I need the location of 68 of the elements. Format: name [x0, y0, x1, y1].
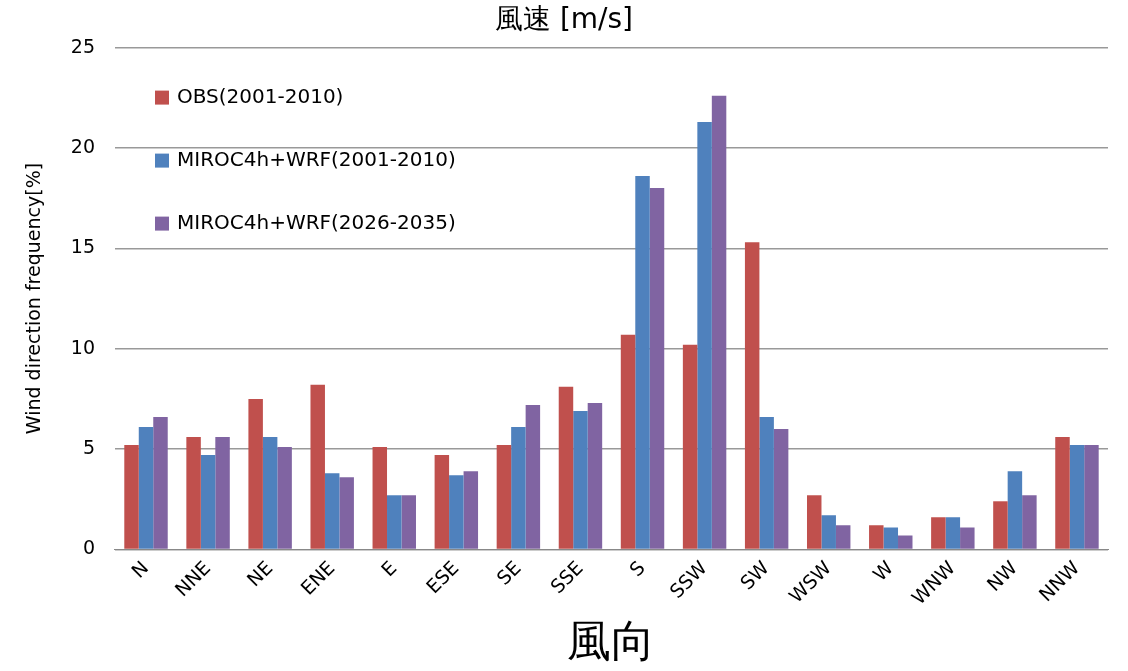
- y-axis-title: Wind direction frequency[%]: [22, 162, 45, 435]
- bar: [511, 427, 526, 549]
- chart-title: 風速 [m/s]: [494, 2, 634, 36]
- x-tick-label: S: [624, 556, 649, 581]
- bar: [1007, 471, 1023, 549]
- bar: [573, 410, 588, 549]
- bar: [310, 384, 325, 549]
- x-tick-label: NE: [242, 556, 277, 591]
- bar: [835, 525, 851, 549]
- bar: [635, 176, 650, 549]
- bar: [372, 447, 388, 549]
- bar: [682, 344, 698, 549]
- x-tick-label: SE: [492, 556, 525, 589]
- bar: [496, 445, 512, 549]
- x-tick-label: W: [868, 556, 898, 586]
- y-tick-label: 20: [70, 134, 95, 157]
- bar: [1055, 437, 1070, 549]
- y-tick-label: 5: [82, 436, 95, 459]
- bar: [697, 121, 712, 549]
- bar: [993, 501, 1008, 549]
- x-axis-title: 風向: [567, 615, 656, 667]
- bar: [200, 455, 216, 549]
- y-tick-label: 0: [82, 536, 95, 559]
- bar: [262, 437, 278, 549]
- bar: [248, 398, 263, 549]
- legend-label: OBS(2001-2010): [176, 83, 344, 108]
- x-tick-label: SW: [735, 556, 774, 594]
- x-tick-label: N: [126, 556, 153, 582]
- bar: [821, 515, 836, 549]
- bar: [215, 437, 230, 549]
- x-tick-label: E: [376, 556, 401, 581]
- bar: [153, 416, 168, 549]
- bar: [883, 527, 899, 549]
- bar: [434, 455, 450, 549]
- bar: [869, 525, 884, 549]
- bar: [649, 188, 665, 549]
- bar: [525, 404, 541, 549]
- bar: [587, 402, 603, 549]
- legend-label: MIROC4h+WRF(2026-2035): [176, 209, 456, 234]
- bar: [620, 334, 636, 549]
- bar: [277, 447, 292, 549]
- bar: [401, 495, 416, 549]
- bar: [387, 495, 402, 549]
- bar: [711, 95, 727, 549]
- y-tick-label: 10: [70, 335, 95, 358]
- bar: [931, 517, 946, 549]
- bar: [138, 427, 154, 549]
- legend-label: MIROC4h+WRF(2001-2010): [176, 146, 456, 171]
- bar: [324, 473, 340, 549]
- y-tick-label: 15: [70, 235, 95, 258]
- bar: [773, 429, 789, 549]
- bar: [898, 535, 913, 549]
- bar: [339, 477, 354, 549]
- bar: [744, 242, 760, 549]
- bar: [124, 445, 139, 549]
- bar: [463, 471, 479, 549]
- bar: [449, 475, 464, 549]
- y-tick-label: 25: [70, 34, 95, 57]
- bar: [186, 437, 201, 549]
- bar: [558, 386, 574, 549]
- bar: [806, 495, 822, 549]
- bar: [759, 416, 774, 549]
- bar: [960, 527, 975, 549]
- bar: [1022, 495, 1037, 549]
- bar: [1084, 445, 1099, 549]
- bar: [1069, 445, 1085, 549]
- bar: [945, 517, 961, 549]
- x-tick-label: NW: [982, 556, 1022, 596]
